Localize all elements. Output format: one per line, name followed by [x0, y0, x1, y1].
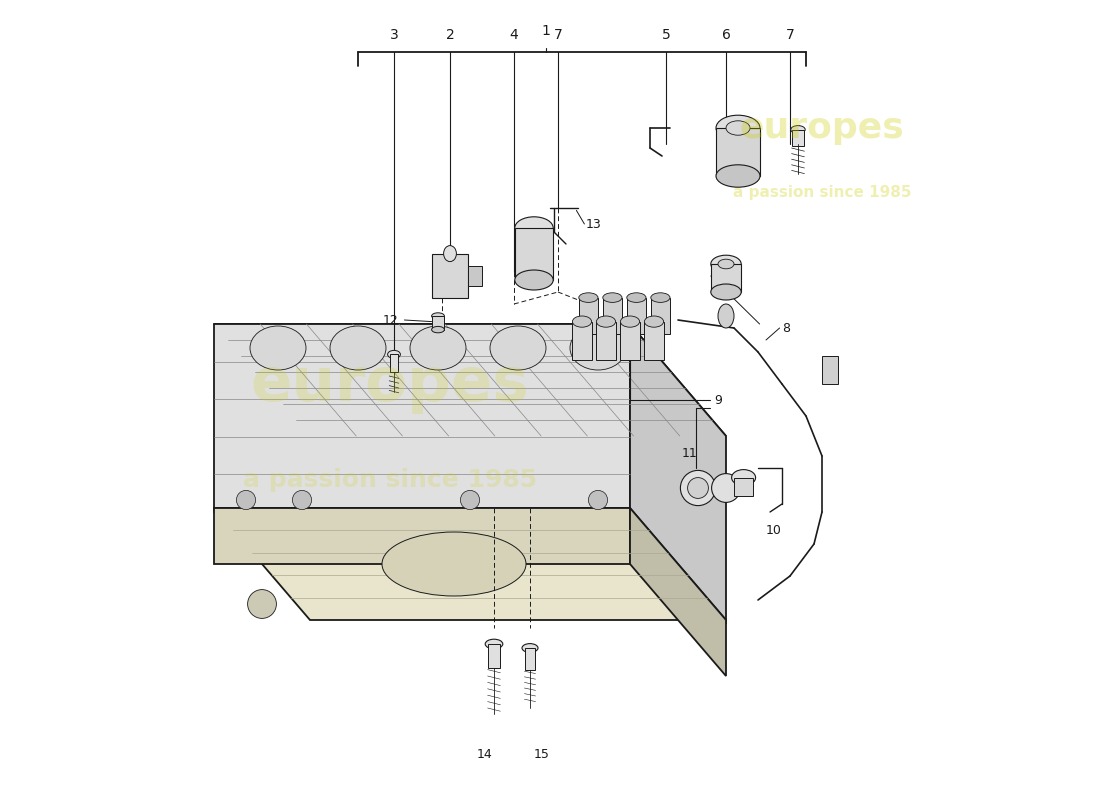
Bar [579, 298, 598, 334]
Ellipse shape [711, 255, 741, 273]
Text: 5: 5 [661, 28, 670, 42]
Circle shape [588, 490, 607, 510]
Bar [651, 298, 670, 334]
Ellipse shape [791, 126, 805, 134]
Polygon shape [214, 508, 726, 620]
Bar [711, 264, 741, 292]
Circle shape [236, 490, 255, 510]
Bar [390, 354, 398, 372]
Text: 4: 4 [509, 28, 518, 42]
Polygon shape [630, 324, 726, 624]
Bar [620, 322, 639, 360]
Text: 3: 3 [389, 28, 398, 42]
Bar [488, 644, 499, 668]
Text: 11: 11 [682, 447, 697, 460]
Bar [525, 648, 535, 670]
Ellipse shape [651, 293, 670, 302]
Text: 7: 7 [553, 28, 562, 42]
Text: 8: 8 [782, 322, 790, 334]
Text: a passion since 1985: a passion since 1985 [733, 185, 911, 199]
Ellipse shape [515, 270, 553, 290]
Ellipse shape [490, 326, 546, 370]
Ellipse shape [627, 293, 646, 302]
Ellipse shape [620, 316, 639, 327]
Ellipse shape [726, 121, 750, 135]
Ellipse shape [382, 532, 526, 596]
Text: 10: 10 [766, 524, 782, 537]
Text: 2: 2 [446, 28, 454, 42]
Bar [603, 298, 622, 334]
Text: 1: 1 [541, 23, 550, 38]
Bar [432, 254, 468, 298]
Text: 6: 6 [722, 28, 730, 42]
Ellipse shape [570, 326, 626, 370]
Ellipse shape [596, 316, 616, 327]
Ellipse shape [718, 259, 734, 269]
Text: 7: 7 [785, 28, 794, 42]
Text: 13: 13 [586, 218, 602, 230]
Text: europes: europes [251, 354, 529, 414]
Circle shape [293, 490, 311, 510]
Text: a passion since 1985: a passion since 1985 [243, 468, 537, 492]
Text: 15: 15 [535, 748, 550, 761]
Ellipse shape [431, 326, 444, 333]
Ellipse shape [716, 165, 760, 187]
Ellipse shape [718, 304, 734, 328]
Circle shape [248, 590, 276, 618]
Ellipse shape [711, 284, 741, 300]
Bar [734, 478, 754, 496]
Circle shape [712, 474, 740, 502]
Ellipse shape [515, 217, 553, 239]
Bar [627, 298, 646, 334]
Bar [645, 322, 663, 360]
Polygon shape [214, 324, 630, 512]
Text: 12: 12 [383, 314, 398, 326]
Ellipse shape [431, 313, 444, 319]
Bar [596, 322, 616, 360]
Ellipse shape [443, 246, 456, 262]
Ellipse shape [330, 326, 386, 370]
Ellipse shape [410, 326, 466, 370]
Text: 9: 9 [714, 394, 722, 406]
Polygon shape [630, 508, 726, 676]
Ellipse shape [716, 115, 760, 141]
Circle shape [688, 478, 708, 498]
Text: 14: 14 [476, 748, 493, 761]
Ellipse shape [579, 293, 598, 302]
Ellipse shape [250, 326, 306, 370]
Bar [468, 266, 482, 286]
Ellipse shape [645, 316, 663, 327]
Circle shape [461, 490, 480, 510]
Bar [515, 228, 553, 280]
Polygon shape [214, 508, 630, 564]
Circle shape [681, 470, 716, 506]
Bar [792, 130, 804, 146]
Bar [572, 322, 592, 360]
Bar [822, 356, 838, 384]
Ellipse shape [603, 293, 622, 302]
Bar [716, 128, 760, 176]
Ellipse shape [387, 350, 400, 358]
Ellipse shape [522, 643, 538, 653]
Text: europes: europes [739, 111, 904, 145]
Ellipse shape [732, 470, 756, 486]
Bar [431, 316, 444, 330]
Ellipse shape [485, 639, 503, 649]
Polygon shape [214, 324, 726, 436]
Ellipse shape [572, 316, 592, 327]
